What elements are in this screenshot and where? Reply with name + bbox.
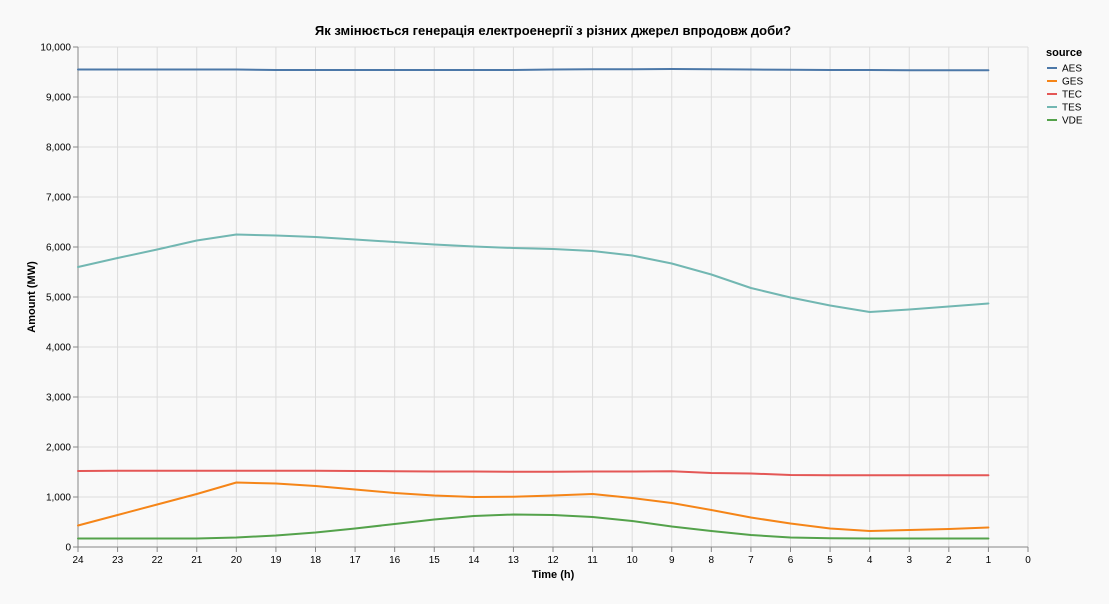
- x-tick-label: 20: [231, 555, 243, 566]
- y-tick-label: 3,000: [46, 393, 71, 404]
- y-tick-label: 1,000: [46, 493, 71, 504]
- series-line-tes: [77, 233, 990, 313]
- x-tick-label: 4: [867, 555, 873, 566]
- x-tick-label: 13: [508, 555, 520, 566]
- series-line-vde: [77, 513, 990, 540]
- x-tick-label: 6: [788, 555, 794, 566]
- x-tick-label: 18: [310, 555, 322, 566]
- grid: [77, 46, 1029, 548]
- x-tick-label: 2: [946, 555, 952, 566]
- x-tick-label: 12: [547, 555, 559, 566]
- legend: source AES GES TEC TES VDE: [1046, 47, 1083, 127]
- x-tick-label: 22: [152, 555, 164, 566]
- x-tick-label: 5: [827, 555, 833, 566]
- x-tick-label: 10: [627, 555, 639, 566]
- y-tick-label: 5,000: [46, 293, 71, 304]
- series-group: [77, 68, 990, 540]
- x-tick-label: 14: [468, 555, 480, 566]
- x-tick-label: 11: [587, 555, 598, 566]
- y-tick-label: 7,000: [46, 193, 71, 204]
- y-tick-label: 10,000: [40, 43, 71, 54]
- legend-label-tec: TEC: [1062, 90, 1082, 101]
- x-tick-label: 23: [112, 555, 124, 566]
- legend-label-tes: TES: [1062, 103, 1082, 114]
- series-line-tec: [77, 469, 990, 477]
- x-axis-title: Time (h): [532, 569, 575, 581]
- y-tick-label: 8,000: [46, 143, 71, 154]
- x-tick-label: 3: [906, 555, 912, 566]
- series-line-aes: [77, 68, 990, 72]
- x-tick-label: 7: [748, 555, 754, 566]
- x-tick-label: 17: [350, 555, 362, 566]
- x-tick-label: 1: [986, 555, 992, 566]
- y-tick-label: 2,000: [46, 443, 71, 454]
- legend-label-ges: GES: [1062, 77, 1083, 88]
- x-tick-label: 0: [1025, 555, 1031, 566]
- y-tick-label: 9,000: [46, 93, 71, 104]
- x-tick-label: 9: [669, 555, 675, 566]
- x-tick-label: 24: [72, 555, 84, 566]
- x-tick-label: 16: [389, 555, 401, 566]
- x-tick-label: 19: [270, 555, 282, 566]
- axes: 24 23 22 21 20 19 18 17 16 15 14 13 12 11 10 9 8 7 6 5 4 3 2 1 0…: [40, 43, 1031, 567]
- legend-label-vde: VDE: [1062, 116, 1083, 127]
- y-axis-title: Amount (MW): [26, 261, 38, 333]
- legend-title: source: [1046, 47, 1082, 59]
- legend-label-aes: AES: [1062, 64, 1082, 75]
- y-tick-label: 4,000: [46, 343, 71, 354]
- y-tick-label: 0: [65, 543, 71, 554]
- chart-title: Як змінюється генерація електроенергії з…: [315, 23, 791, 38]
- x-tick-label: 8: [709, 555, 715, 566]
- y-tick-label: 6,000: [46, 243, 71, 254]
- x-tick-label: 15: [429, 555, 441, 566]
- x-tick-label: 21: [191, 555, 203, 566]
- series-line-ges: [77, 481, 990, 532]
